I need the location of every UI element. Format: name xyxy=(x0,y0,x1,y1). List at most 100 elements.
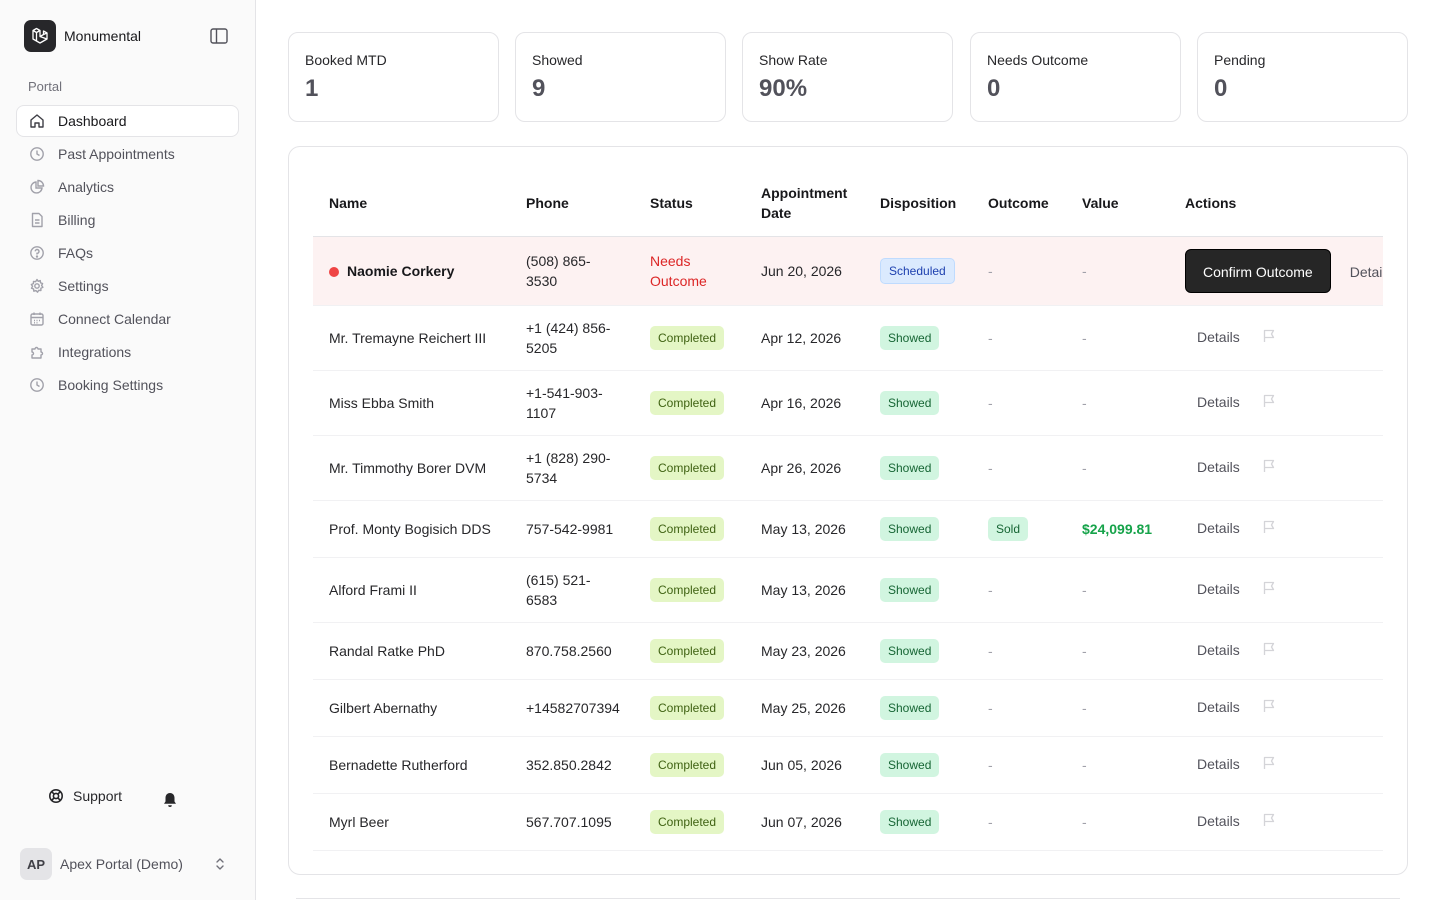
sidebar-item-integrations[interactable]: Integrations xyxy=(16,336,239,368)
details-link[interactable]: Details xyxy=(1197,519,1240,536)
phone-cell: +14582707394 xyxy=(510,679,634,737)
date-cell: May 13, 2026 xyxy=(745,500,864,558)
account-switcher[interactable]: AP Apex Portal (Demo) xyxy=(20,847,232,881)
name-cell: Bernadette Rutherford xyxy=(313,736,510,794)
stat-card-needs-outcome: Needs Outcome 0 xyxy=(970,32,1181,122)
sidebar-toggle-button[interactable] xyxy=(208,26,230,46)
table-row[interactable]: Prof. Monty Bogisich DDS 757-542-9981 Co… xyxy=(313,500,1383,558)
table-row[interactable]: Bernadette Rutherford 352.850.2842 Compl… xyxy=(313,736,1383,794)
flag-icon[interactable] xyxy=(1262,812,1276,832)
sidebar-item-billing[interactable]: Billing xyxy=(16,204,239,236)
value-cell: - xyxy=(1066,305,1169,371)
flag-icon[interactable] xyxy=(1262,519,1276,539)
stat-label: Needs Outcome xyxy=(987,52,1089,68)
column-header-status[interactable]: Status xyxy=(634,171,745,237)
details-link[interactable]: Details xyxy=(1197,755,1240,772)
sidebar-item-past-appointments[interactable]: Past Appointments xyxy=(16,138,239,170)
disposition-badge: Showed xyxy=(880,752,940,777)
details-link[interactable]: Details xyxy=(1349,263,1383,280)
table-row[interactable]: Myrl Beer 567.707.1095 Completed Jun 07,… xyxy=(313,793,1383,851)
stat-label: Showed xyxy=(532,52,583,68)
status-badge: Completed xyxy=(650,577,725,602)
notifications-bell-icon[interactable] xyxy=(161,791,179,809)
details-link[interactable]: Details xyxy=(1197,812,1240,829)
column-header-phone[interactable]: Phone xyxy=(510,171,634,237)
sidebar-item-label: Settings xyxy=(58,278,109,294)
table-row[interactable]: Naomie Corkery (508) 865-3530 Needs Outc… xyxy=(313,236,1383,306)
outcome-cell: - xyxy=(972,370,1066,436)
avatar: AP xyxy=(20,848,52,880)
disposition-badge: Showed xyxy=(880,809,940,834)
disposition-cell: Showed xyxy=(864,435,972,501)
stat-card-showed: Showed 9 xyxy=(515,32,726,122)
sidebar-item-connect-calendar[interactable]: Connect Calendar xyxy=(16,303,239,335)
column-header-name[interactable]: Name xyxy=(313,171,510,237)
stat-card-booked-mtd: Booked MTD 1 xyxy=(288,32,499,122)
table-row[interactable]: Mr. Tremayne Reichert III +1 (424) 856-5… xyxy=(313,305,1383,371)
sidebar-item-faqs[interactable]: FAQs xyxy=(16,237,239,269)
status-cell: Completed xyxy=(634,679,745,737)
chart-pie-icon xyxy=(29,179,45,195)
column-header-value[interactable]: Value xyxy=(1066,171,1169,237)
support-link[interactable]: Support xyxy=(48,788,122,804)
appointments-table-scroll[interactable]: Name Phone Status Appointment Date Dispo… xyxy=(313,171,1383,851)
column-header-outcome[interactable]: Outcome xyxy=(972,171,1066,237)
details-link[interactable]: Details xyxy=(1197,458,1240,475)
sidebar-item-label: Dashboard xyxy=(58,113,127,129)
calendar-icon xyxy=(29,311,45,327)
sidebar-item-analytics[interactable]: Analytics xyxy=(16,171,239,203)
disposition-badge: Showed xyxy=(880,638,940,663)
phone-cell: +1 (828) 290-5734 xyxy=(510,435,634,501)
value-cell: - xyxy=(1066,622,1169,680)
status-cell: Completed xyxy=(634,557,745,623)
sidebar-item-settings[interactable]: Settings xyxy=(16,270,239,302)
details-link[interactable]: Details xyxy=(1197,580,1240,597)
outcome-cell: - xyxy=(972,736,1066,794)
brand[interactable]: Monumental xyxy=(24,20,141,52)
sidebar-item-dashboard[interactable]: Dashboard xyxy=(16,105,239,137)
disposition-badge: Scheduled xyxy=(880,257,955,284)
table-row[interactable]: Mr. Timmothy Borer DVM +1 (828) 290-5734… xyxy=(313,435,1383,501)
flag-icon[interactable] xyxy=(1262,698,1276,718)
puzzle-icon xyxy=(29,344,45,360)
sidebar-item-label: FAQs xyxy=(58,245,94,261)
document-icon xyxy=(29,212,45,228)
table-row[interactable]: Randal Ratke PhD 870.758.2560 Completed … xyxy=(313,622,1383,680)
phone-cell: +1 (424) 856-5205 xyxy=(510,305,634,371)
phone-cell: 870.758.2560 xyxy=(510,622,634,680)
table-row[interactable]: Alford Frami II (615) 521-6583 Completed… xyxy=(313,557,1383,623)
date-cell: Jun 07, 2026 xyxy=(745,793,864,851)
disposition-badge: Showed xyxy=(880,455,940,480)
column-header-disposition[interactable]: Disposition xyxy=(864,171,972,237)
details-link[interactable]: Details xyxy=(1197,393,1240,410)
actions-cell: Details xyxy=(1169,370,1383,436)
flag-icon[interactable] xyxy=(1262,755,1276,775)
sidebar-item-booking-settings[interactable]: Booking Settings xyxy=(16,369,239,401)
outcome-cell: - xyxy=(972,557,1066,623)
details-link[interactable]: Details xyxy=(1197,641,1240,658)
flag-icon[interactable] xyxy=(1262,580,1276,600)
date-cell: Apr 12, 2026 xyxy=(745,305,864,371)
sidebar-item-label: Past Appointments xyxy=(58,146,175,162)
column-header-appointment-date[interactable]: Appointment Date xyxy=(745,171,864,237)
phone-cell: 757-542-9981 xyxy=(510,500,634,558)
actions-cell: Confirm Outcome Details xyxy=(1169,236,1383,306)
status-cell: Completed xyxy=(634,435,745,501)
flag-icon[interactable] xyxy=(1262,458,1276,478)
date-cell: May 13, 2026 xyxy=(745,557,864,623)
sidebar-item-label: Connect Calendar xyxy=(58,311,171,327)
status-badge: Completed xyxy=(650,325,725,350)
sidebar: Monumental Portal Dashboard Past Appoint… xyxy=(0,0,256,900)
disposition-cell: Showed xyxy=(864,305,972,371)
details-link[interactable]: Details xyxy=(1197,328,1240,345)
actions-cell: Details xyxy=(1169,305,1383,371)
brand-name: Monumental xyxy=(64,28,142,44)
flag-icon[interactable] xyxy=(1262,641,1276,661)
details-link[interactable]: Details xyxy=(1197,698,1240,715)
outcome-cell: - xyxy=(972,305,1066,371)
confirm-outcome-button[interactable]: Confirm Outcome xyxy=(1185,248,1331,293)
flag-icon[interactable] xyxy=(1262,393,1276,413)
table-row[interactable]: Gilbert Abernathy +14582707394 Completed… xyxy=(313,679,1383,737)
table-row[interactable]: Miss Ebba Smith +1-541-903-1107 Complete… xyxy=(313,370,1383,436)
flag-icon[interactable] xyxy=(1262,328,1276,348)
